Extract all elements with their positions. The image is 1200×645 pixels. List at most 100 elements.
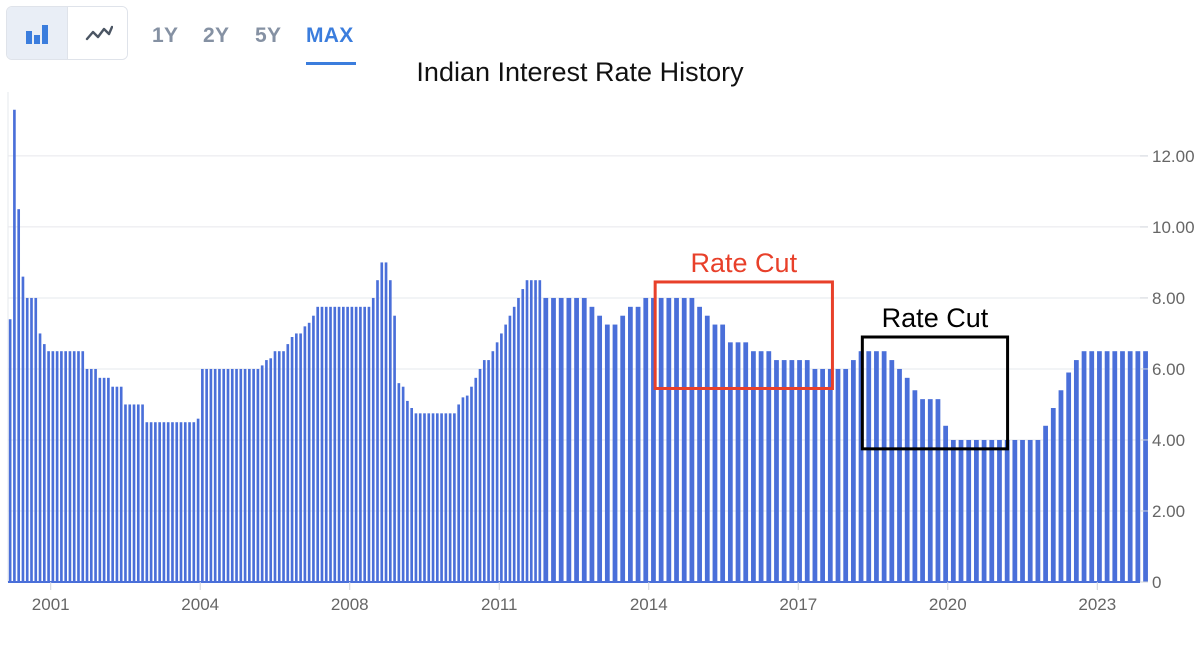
bar-chart-button[interactable]	[7, 7, 68, 59]
bar	[410, 408, 413, 582]
bar	[448, 413, 452, 582]
bar	[643, 297, 649, 582]
bar	[367, 306, 371, 582]
bar	[781, 360, 787, 582]
bar	[307, 322, 311, 582]
bar	[651, 297, 656, 582]
bar	[260, 365, 264, 582]
bar	[98, 377, 102, 582]
bar	[68, 351, 72, 582]
bar	[162, 422, 166, 582]
bar	[440, 413, 443, 582]
bar	[205, 368, 208, 582]
bar	[1097, 351, 1102, 582]
bar	[820, 368, 825, 582]
bar	[758, 351, 764, 582]
bar	[303, 326, 307, 582]
bar	[42, 344, 46, 582]
range-tab-2y[interactable]: 2Y	[203, 24, 230, 47]
bar	[487, 360, 490, 582]
bar	[958, 439, 964, 582]
annotations: Rate Cut Rate Cut	[653, 248, 1010, 451]
bar	[950, 439, 956, 582]
bar	[175, 422, 179, 582]
bar	[342, 306, 345, 582]
bar	[183, 422, 187, 582]
bar	[89, 368, 93, 582]
bar	[290, 337, 294, 582]
bar	[243, 368, 247, 582]
bar	[1143, 351, 1148, 582]
bar	[912, 390, 918, 582]
bar	[508, 315, 512, 582]
bar	[461, 397, 465, 582]
bar	[835, 368, 841, 582]
bar	[179, 422, 183, 582]
bar	[277, 351, 281, 582]
range-tab-5y[interactable]: 5Y	[255, 24, 282, 47]
bar	[827, 368, 833, 582]
bar	[115, 386, 119, 582]
y-tick-label: 12.00	[1152, 147, 1195, 166]
bar	[517, 297, 520, 582]
bar	[25, 297, 29, 582]
bar	[21, 276, 25, 582]
bar	[843, 368, 849, 582]
bar	[51, 351, 55, 582]
bar	[766, 351, 772, 582]
bar	[904, 377, 910, 582]
bar	[380, 262, 384, 582]
bar	[201, 368, 204, 582]
bar	[534, 280, 537, 582]
x-tick-label: 2001	[32, 595, 70, 614]
bar	[17, 209, 21, 583]
x-tick-label: 2014	[630, 595, 668, 614]
bar	[966, 439, 972, 582]
bar	[866, 351, 872, 582]
chart-title: Indian Interest Rate History	[416, 57, 744, 87]
bar	[38, 333, 42, 582]
bar	[444, 413, 448, 582]
bar	[188, 422, 191, 582]
bar	[1004, 439, 1010, 582]
bar	[470, 386, 473, 582]
bar	[789, 360, 795, 582]
bar	[81, 351, 85, 582]
bar	[282, 351, 285, 582]
bar	[141, 404, 144, 582]
bar	[47, 351, 50, 582]
rate-cut-label: Rate Cut	[882, 303, 989, 333]
bar	[124, 404, 127, 582]
bar	[981, 439, 987, 582]
bar	[102, 377, 106, 582]
range-tab-1y[interactable]: 1Y	[152, 24, 179, 47]
bar	[329, 306, 332, 582]
bar	[393, 315, 396, 582]
bar	[512, 306, 516, 582]
x-tick-label: 2008	[331, 595, 369, 614]
bar	[720, 324, 726, 582]
bar	[418, 413, 422, 582]
bar	[166, 422, 170, 582]
bar	[423, 413, 426, 582]
bar	[500, 333, 503, 582]
bar	[401, 386, 405, 582]
y-tick-label: 4.00	[1152, 431, 1185, 450]
bar	[482, 360, 486, 582]
bar	[30, 297, 33, 582]
bar	[551, 297, 556, 582]
bar	[1135, 351, 1141, 582]
bar	[94, 368, 97, 582]
line-chart-button[interactable]	[68, 7, 127, 59]
bar	[704, 315, 710, 582]
bar	[521, 289, 525, 582]
bar	[230, 368, 234, 582]
bar	[34, 297, 38, 582]
bar	[474, 377, 478, 582]
bar	[1120, 351, 1125, 582]
range-tab-max[interactable]: MAX	[306, 24, 354, 47]
bar	[55, 351, 59, 582]
bar	[226, 368, 230, 582]
bar	[248, 368, 251, 582]
